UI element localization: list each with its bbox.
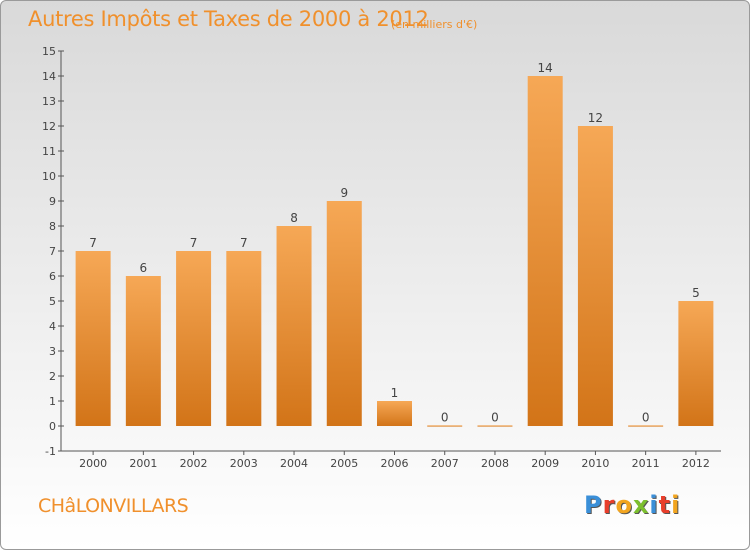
bar bbox=[326, 201, 362, 426]
data-label: 0 bbox=[491, 410, 499, 424]
y-tick-label: 9 bbox=[49, 195, 56, 208]
data-label: 9 bbox=[340, 186, 348, 200]
data-label: 7 bbox=[240, 236, 248, 250]
bar bbox=[75, 251, 111, 426]
logo-letter: x bbox=[632, 491, 650, 519]
chart-subtitle: (en milliers d'€) bbox=[391, 18, 478, 31]
logo-letter: r bbox=[602, 491, 616, 519]
commune-name: CHâLONVILLARS bbox=[38, 495, 189, 517]
x-tick-label: 2009 bbox=[531, 457, 559, 470]
y-tick-label: 12 bbox=[42, 120, 56, 133]
x-tick-label: 2003 bbox=[230, 457, 258, 470]
x-tick-label: 2010 bbox=[581, 457, 609, 470]
data-label: 14 bbox=[538, 61, 553, 75]
y-tick-label: 7 bbox=[49, 245, 56, 258]
x-tick-label: 2012 bbox=[682, 457, 710, 470]
logo-letter: P bbox=[584, 491, 603, 519]
x-tick-label: 2008 bbox=[481, 457, 509, 470]
y-tick-label: -1 bbox=[45, 445, 56, 458]
y-tick-label: 13 bbox=[42, 95, 56, 108]
bar bbox=[276, 226, 312, 426]
bar bbox=[427, 425, 463, 427]
bar bbox=[628, 425, 664, 427]
x-tick-label: 2004 bbox=[280, 457, 308, 470]
y-tick-label: 3 bbox=[49, 345, 56, 358]
data-label: 6 bbox=[140, 261, 148, 275]
data-label: 0 bbox=[441, 410, 449, 424]
bar bbox=[477, 425, 513, 427]
bar bbox=[125, 276, 161, 426]
x-tick-label: 2007 bbox=[431, 457, 459, 470]
data-label: 5 bbox=[692, 286, 700, 300]
x-tick-label: 2001 bbox=[129, 457, 157, 470]
data-label: 8 bbox=[290, 211, 298, 225]
bar bbox=[577, 126, 613, 426]
y-tick-label: 10 bbox=[42, 170, 56, 183]
logo-letter: i bbox=[671, 491, 681, 519]
y-tick-label: 1 bbox=[49, 395, 56, 408]
y-tick-label: 15 bbox=[42, 45, 56, 58]
y-tick-label: 4 bbox=[49, 320, 56, 333]
x-tick-label: 2006 bbox=[381, 457, 409, 470]
x-tick-label: 2000 bbox=[79, 457, 107, 470]
x-tick-label: 2002 bbox=[180, 457, 208, 470]
data-label: 1 bbox=[391, 386, 399, 400]
data-label: 7 bbox=[190, 236, 198, 250]
y-tick-label: 0 bbox=[49, 420, 56, 433]
y-tick-label: 8 bbox=[49, 220, 56, 233]
bar bbox=[377, 401, 412, 426]
x-tick-label: 2005 bbox=[330, 457, 358, 470]
y-tick-label: 11 bbox=[42, 145, 56, 158]
bar bbox=[176, 251, 212, 426]
x-tick-label: 2011 bbox=[632, 457, 660, 470]
y-tick-label: 2 bbox=[49, 370, 56, 383]
chart-title: Autres Impôts et Taxes de 2000 à 2012 bbox=[28, 7, 429, 31]
proxiti-logo: Proxiti bbox=[584, 491, 680, 519]
y-tick-label: 5 bbox=[49, 295, 56, 308]
bar bbox=[527, 76, 563, 426]
logo-letter: i bbox=[649, 491, 659, 519]
bar bbox=[678, 301, 714, 426]
y-tick-label: 6 bbox=[49, 270, 56, 283]
bar bbox=[226, 251, 262, 426]
y-tick-label: 14 bbox=[42, 70, 56, 83]
logo-letter: t bbox=[658, 491, 672, 519]
data-label: 0 bbox=[642, 410, 650, 424]
logo-letter: o bbox=[615, 491, 633, 519]
data-label: 7 bbox=[89, 236, 97, 250]
data-label: 12 bbox=[588, 111, 603, 125]
